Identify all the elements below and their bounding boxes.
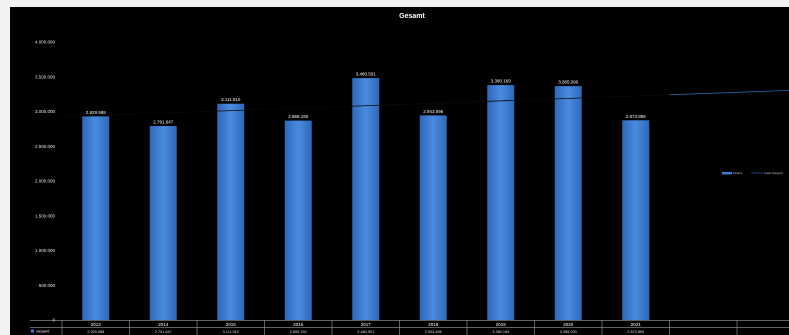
- bar: [487, 85, 515, 321]
- trendline-fit: [65, 94, 670, 117]
- table-cell: 3.365.090: [560, 330, 577, 334]
- bar: [82, 116, 110, 320]
- table-legend-key: [31, 329, 34, 333]
- bar: [284, 120, 312, 320]
- data-label: 2.943.696: [423, 109, 444, 114]
- table-cell: 2.873.865: [627, 330, 644, 334]
- legend-swatch-gesamt: [722, 172, 732, 175]
- x-tick-label: 2018: [428, 322, 439, 327]
- legend-label-linear: Linear (Gesamt): [764, 171, 783, 175]
- data-table: Gesamt 2013 2.929.988 2014 2.791.647 2015 3.1…: [30, 320, 789, 335]
- y-tick-label: 1.000.000: [35, 248, 56, 253]
- data-label: 2.869.150: [288, 114, 309, 119]
- x-tick-label: 2017: [361, 322, 372, 327]
- bar: [419, 115, 447, 320]
- data-labels: 2.929.988 2.791.647 3.111.910 2.869.150 3.48…: [86, 72, 647, 125]
- y-tick-label: 2.500.000: [35, 144, 56, 149]
- legend-label-gesamt: Gesamt: [733, 171, 742, 175]
- x-tick-label: 2016: [293, 322, 304, 327]
- y-tick-label: 1.500.000: [35, 213, 56, 218]
- bar: [217, 103, 245, 320]
- y-tick-label: 2.000.000: [35, 179, 56, 184]
- table-cell: 2.929.988: [87, 330, 104, 334]
- table-cell: 3.480.501: [357, 330, 374, 334]
- x-tick-label: 2019: [496, 322, 507, 327]
- bar-series: [82, 78, 650, 321]
- bar: [352, 78, 380, 320]
- y-tick-label: 4.000.000: [35, 40, 56, 45]
- table-cell: 2.943.696: [425, 330, 442, 334]
- data-label: 2.929.988: [86, 110, 107, 115]
- x-tick-label: 2021: [631, 322, 642, 327]
- legend: Gesamt Linear (Gesamt): [722, 171, 783, 175]
- chart-title: Gesamt: [399, 13, 425, 20]
- trendline-projection: [669, 90, 789, 96]
- data-label: 2.873.865: [626, 114, 647, 119]
- data-label: 3.365.090: [558, 80, 579, 85]
- table-row-label: Gesamt: [36, 330, 50, 334]
- data-label: 3.480.501: [356, 72, 377, 77]
- table-cell: 3.111.910: [223, 330, 239, 334]
- trendline: [65, 90, 789, 117]
- data-label: 3.111.910: [221, 97, 241, 102]
- table-cell: 3.380.169: [492, 330, 509, 334]
- data-label: 3.380.169: [491, 79, 512, 84]
- x-tick-label: 2020: [563, 322, 574, 327]
- x-tick-label: 2015: [226, 322, 237, 327]
- table-cell: 2.791.647: [155, 330, 172, 334]
- bar: [622, 120, 650, 320]
- y-tick-label: 0: [52, 318, 55, 323]
- y-tick-label: 500.000: [39, 283, 56, 288]
- bar: [149, 125, 177, 320]
- x-tick-label: 2013: [91, 322, 102, 327]
- y-tick-label: 3.500.000: [35, 74, 56, 79]
- x-tick-label: 2014: [158, 322, 169, 327]
- chart-background: [10, 7, 789, 335]
- y-tick-label: 3.000.000: [35, 109, 56, 114]
- y-axis: 0 500.000 1.000.000 1.500.000 2.000.000 2.500…: [35, 40, 56, 323]
- data-label: 2.791.647: [153, 119, 174, 124]
- bar: [554, 86, 582, 320]
- table-cell: 2.869.150: [290, 330, 307, 334]
